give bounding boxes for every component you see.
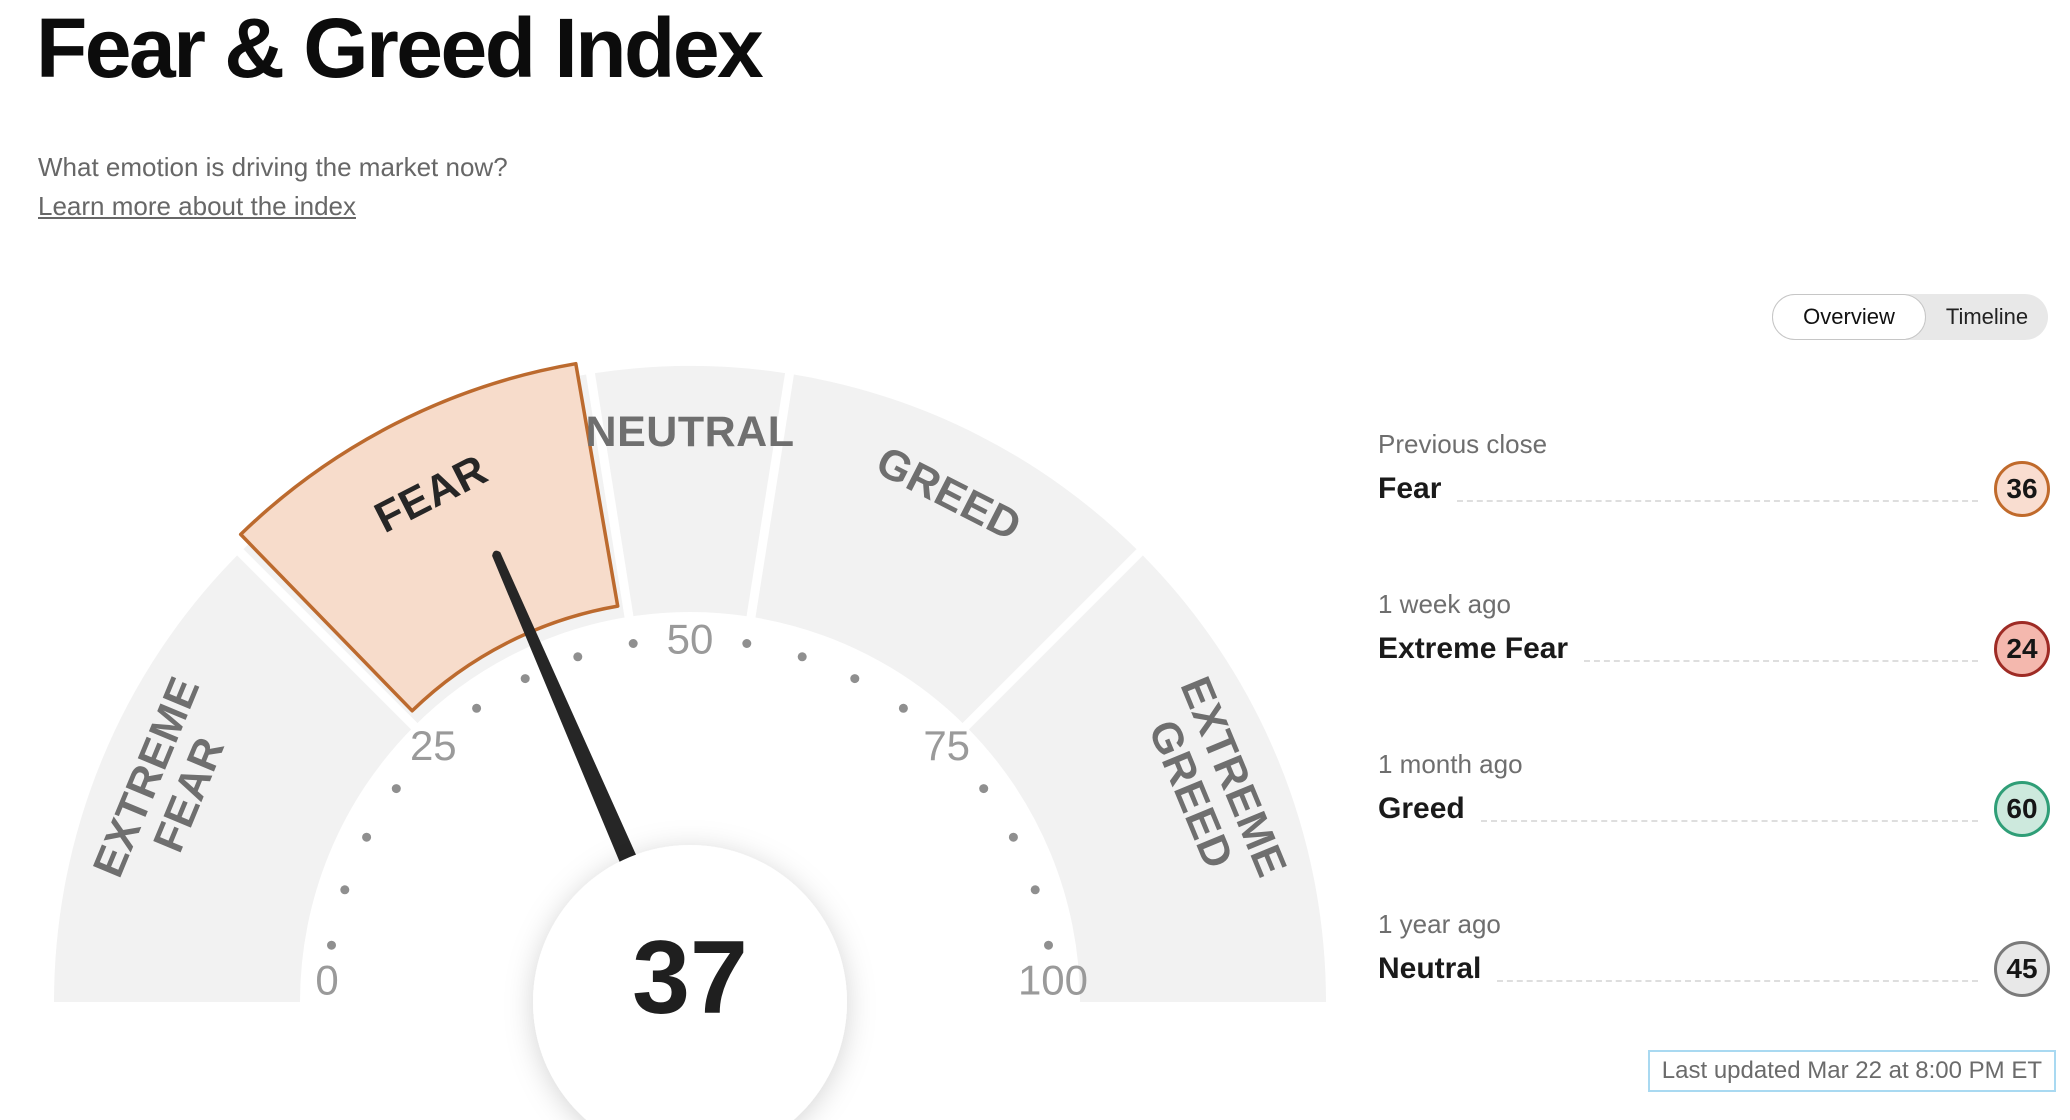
history-row-1-week: 1 week ago Extreme Fear 24: [1378, 588, 2050, 678]
gauge-tick-dot: [327, 940, 336, 950]
gauge-tick-dot: [1030, 885, 1040, 895]
gauge-value: 37: [632, 920, 748, 1036]
last-updated-status: Last updated Mar 22 at 8:00 PM ET: [1647, 1050, 2056, 1092]
history-period: 1 week ago: [1378, 589, 1511, 619]
gauge-tick-dot: [898, 703, 908, 713]
history-row-1-year: 1 year ago Neutral 45: [1378, 908, 2050, 998]
history-period: Previous close: [1378, 429, 1548, 459]
history-mood-label: Greed: [1378, 792, 1465, 825]
dotted-leader: [1457, 500, 1978, 502]
history-mood-label: Fear: [1378, 472, 1442, 505]
dotted-leader: [1480, 820, 1978, 822]
gauge-tick-dot: [628, 639, 638, 648]
gauge-tick-dot: [520, 674, 530, 684]
gauge-tick-dot: [797, 652, 807, 662]
history-value-badge: 36: [1994, 461, 2050, 517]
gauge-tick-label: 0: [315, 957, 338, 1004]
gauge-segment-greed: [751, 373, 1140, 727]
gauge-tick-dot: [850, 674, 860, 684]
history-value-badge: 45: [1994, 941, 2050, 997]
gauge-tick-label: 50: [667, 616, 714, 663]
gauge-tick-dot: [1008, 832, 1018, 842]
tab-overview[interactable]: Overview: [1772, 294, 1926, 340]
dotted-leader: [1584, 660, 1978, 662]
gauge-segment-neutral: [590, 365, 790, 617]
gauge-tick-dot: [979, 784, 989, 794]
gauge-tick-dot: [391, 784, 401, 794]
page-title: Fear & Greed Index: [36, 1, 764, 95]
gauge-tick-dot: [340, 885, 350, 895]
gauge-tick-dot: [742, 639, 752, 648]
page-subtitle: What emotion is driving the market now? …: [38, 148, 508, 226]
fear-greed-gauge: 0255075100EXTREMEFEARFEARNEUTRALGREEDEXT…: [54, 361, 1326, 1120]
tab-timeline[interactable]: Timeline: [1945, 304, 2029, 329]
history-period: 1 year ago: [1378, 909, 1501, 939]
gauge-segment-label: NEUTRAL: [586, 408, 795, 456]
gauge-segment-gap: [958, 546, 1146, 734]
gauge-tick-label: 100: [1018, 957, 1088, 1004]
history-mood-label: Extreme Fear: [1378, 632, 1569, 665]
dotted-leader: [1497, 980, 1978, 982]
subtitle-text: What emotion is driving the market now?: [38, 152, 508, 182]
view-toggle: Overview Timeline: [1772, 294, 2048, 340]
gauge-tick-dot: [472, 703, 482, 713]
history-period: 1 month ago: [1378, 749, 1523, 779]
gauge-tick-label: 75: [923, 722, 970, 769]
history-row-1-month: 1 month ago Greed 60: [1378, 748, 2050, 838]
gauge-tick-dot: [1044, 940, 1053, 950]
learn-more-link[interactable]: Learn more about the index: [38, 191, 356, 221]
history-value-badge: 60: [1994, 781, 2050, 837]
gauge-hub: [533, 845, 847, 1120]
gauge-segment-extreme-greed: [965, 552, 1326, 1002]
history-row-previous-close: Previous close Fear 36: [1378, 428, 2050, 518]
gauge-segment-gap: [585, 369, 635, 624]
history-panel: Previous close Fear 36 1 week ago Extrem…: [1378, 428, 2050, 1068]
gauge-segment-gap: [234, 546, 422, 734]
gauge-tick-dot: [573, 652, 583, 662]
history-mood-label: Neutral: [1378, 952, 1482, 985]
gauge-tick-dot: [362, 832, 372, 842]
history-value-badge: 24: [1994, 621, 2050, 677]
gauge-tick-label: 25: [410, 722, 457, 769]
gauge-segment-extreme-fear: [54, 552, 415, 1002]
gauge-segment-gap: [745, 369, 795, 624]
